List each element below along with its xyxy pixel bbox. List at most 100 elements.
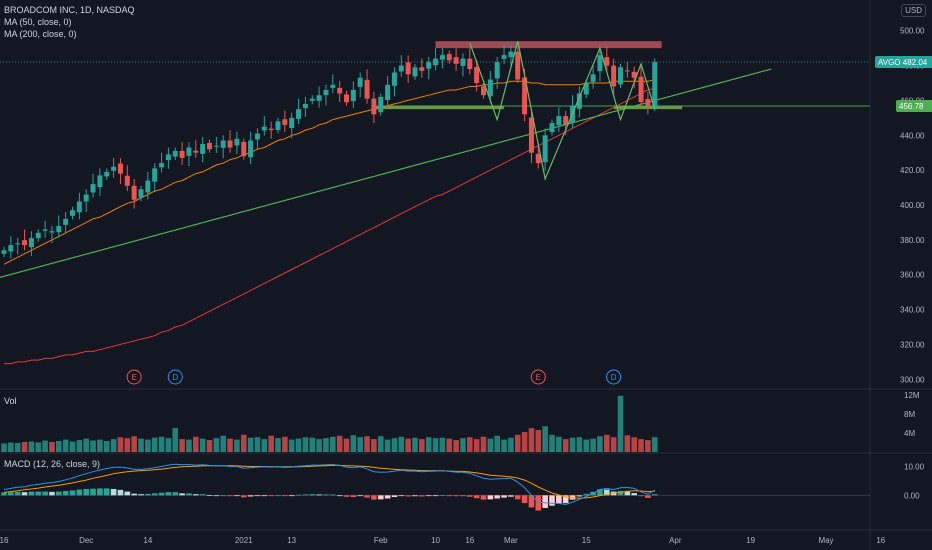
- volume-bar: [14, 442, 21, 452]
- event-label: E: [536, 373, 541, 382]
- volume-bar: [439, 437, 446, 452]
- volume-bar: [158, 436, 165, 452]
- candle: [330, 74, 336, 94]
- macd-histogram-bar: [220, 495, 226, 497]
- candle-body: [391, 72, 397, 86]
- currency-label[interactable]: USD: [901, 4, 926, 17]
- candle: [131, 178, 137, 209]
- macd-histogram-bar: [549, 495, 555, 506]
- volume-bar: [254, 437, 261, 452]
- candle-body: [481, 86, 486, 96]
- volume-bar: [377, 436, 384, 452]
- macd-histogram-bar: [247, 495, 254, 497]
- volume-bar: [124, 438, 131, 452]
- candle-body: [213, 145, 219, 147]
- earnings-marker[interactable]: E: [530, 369, 546, 385]
- dividend-marker[interactable]: D: [167, 369, 183, 385]
- time-tick-label: May: [818, 536, 833, 545]
- macd-histogram-bar: [604, 489, 610, 496]
- volume-bar: [576, 437, 583, 452]
- event-label: D: [611, 373, 617, 382]
- candle-body: [131, 185, 137, 200]
- candle: [590, 65, 596, 89]
- candle-body: [241, 141, 247, 157]
- candle: [70, 206, 75, 220]
- macd-histogram-bar: [542, 495, 548, 508]
- candle: [193, 140, 199, 158]
- candle-body: [398, 65, 404, 72]
- candle-body: [330, 84, 336, 88]
- candle: [138, 185, 144, 202]
- macd-histogram-bar: [288, 495, 295, 497]
- candle: [323, 84, 329, 106]
- ma50-legend[interactable]: MA (50, close, 0): [4, 17, 72, 27]
- candle: [481, 82, 486, 99]
- macd-histogram-bar: [323, 494, 329, 496]
- candle-body: [522, 77, 528, 115]
- dividend-marker[interactable]: D: [606, 369, 622, 385]
- time-tick-label: 16: [876, 536, 885, 545]
- candle: [405, 55, 411, 83]
- volume-tick-label: 12M: [904, 391, 920, 400]
- ma200-line: [4, 87, 655, 365]
- volume-title[interactable]: Vol: [4, 396, 17, 406]
- macd-histogram-bar: [124, 491, 131, 496]
- macd-tick-label: 10.00: [904, 463, 925, 472]
- macd-histogram-bar: [638, 495, 644, 497]
- time-tick-label: 15: [582, 536, 591, 545]
- volume-bar: [391, 438, 398, 452]
- candle: [528, 112, 534, 164]
- last-price-tag: [875, 56, 932, 69]
- candle-body: [261, 126, 267, 131]
- candle-body: [508, 51, 514, 58]
- candle: [186, 142, 192, 167]
- candle-body: [200, 144, 206, 154]
- volume-bar: [343, 438, 350, 452]
- candle-body: [385, 84, 391, 101]
- candle: [549, 119, 555, 136]
- candle: [391, 67, 397, 97]
- volume-bar: [151, 437, 158, 452]
- macd-histogram-bar: [193, 494, 199, 496]
- volume-bar: [302, 437, 309, 452]
- volume-bar: [453, 440, 459, 452]
- candle-body: [104, 171, 110, 177]
- candle: [49, 225, 55, 243]
- candle: [145, 171, 151, 200]
- candle: [117, 158, 123, 185]
- volume-bar: [145, 439, 151, 452]
- volume-bar: [247, 437, 254, 452]
- candle: [618, 63, 623, 88]
- symbol-title[interactable]: BROADCOM INC, 1D, NASDAQ: [4, 5, 135, 15]
- candle: [631, 66, 637, 89]
- macd-title[interactable]: MACD (12, 26, close, 9): [4, 459, 101, 469]
- macd-histogram-bar: [377, 495, 384, 500]
- candle: [42, 220, 48, 238]
- volume-bar: [165, 438, 172, 452]
- candle: [179, 142, 185, 165]
- event-circle: [167, 369, 183, 385]
- volume-bar: [631, 437, 637, 452]
- earnings-marker[interactable]: E: [126, 369, 142, 385]
- candle-body: [90, 184, 96, 193]
- candle: [207, 139, 212, 153]
- candle-body: [28, 238, 34, 248]
- candle: [76, 192, 82, 220]
- candle: [35, 229, 41, 242]
- volume-legend: Vol: [4, 395, 17, 407]
- candle-body: [248, 140, 254, 158]
- candle: [289, 112, 295, 139]
- candle-body: [364, 79, 370, 99]
- candle-body: [220, 140, 226, 148]
- ma200-legend[interactable]: MA (200, close, 0): [4, 29, 77, 39]
- resistance-zone: [435, 41, 662, 49]
- macd-histogram-bar: [501, 495, 507, 498]
- price-tick-label: 380.00: [900, 236, 925, 245]
- macd-histogram-bar: [282, 495, 288, 497]
- candle: [227, 130, 233, 153]
- support-price-tag: [896, 100, 932, 113]
- macd-histogram-bar: [432, 495, 439, 497]
- macd-histogram-bar: [508, 495, 514, 497]
